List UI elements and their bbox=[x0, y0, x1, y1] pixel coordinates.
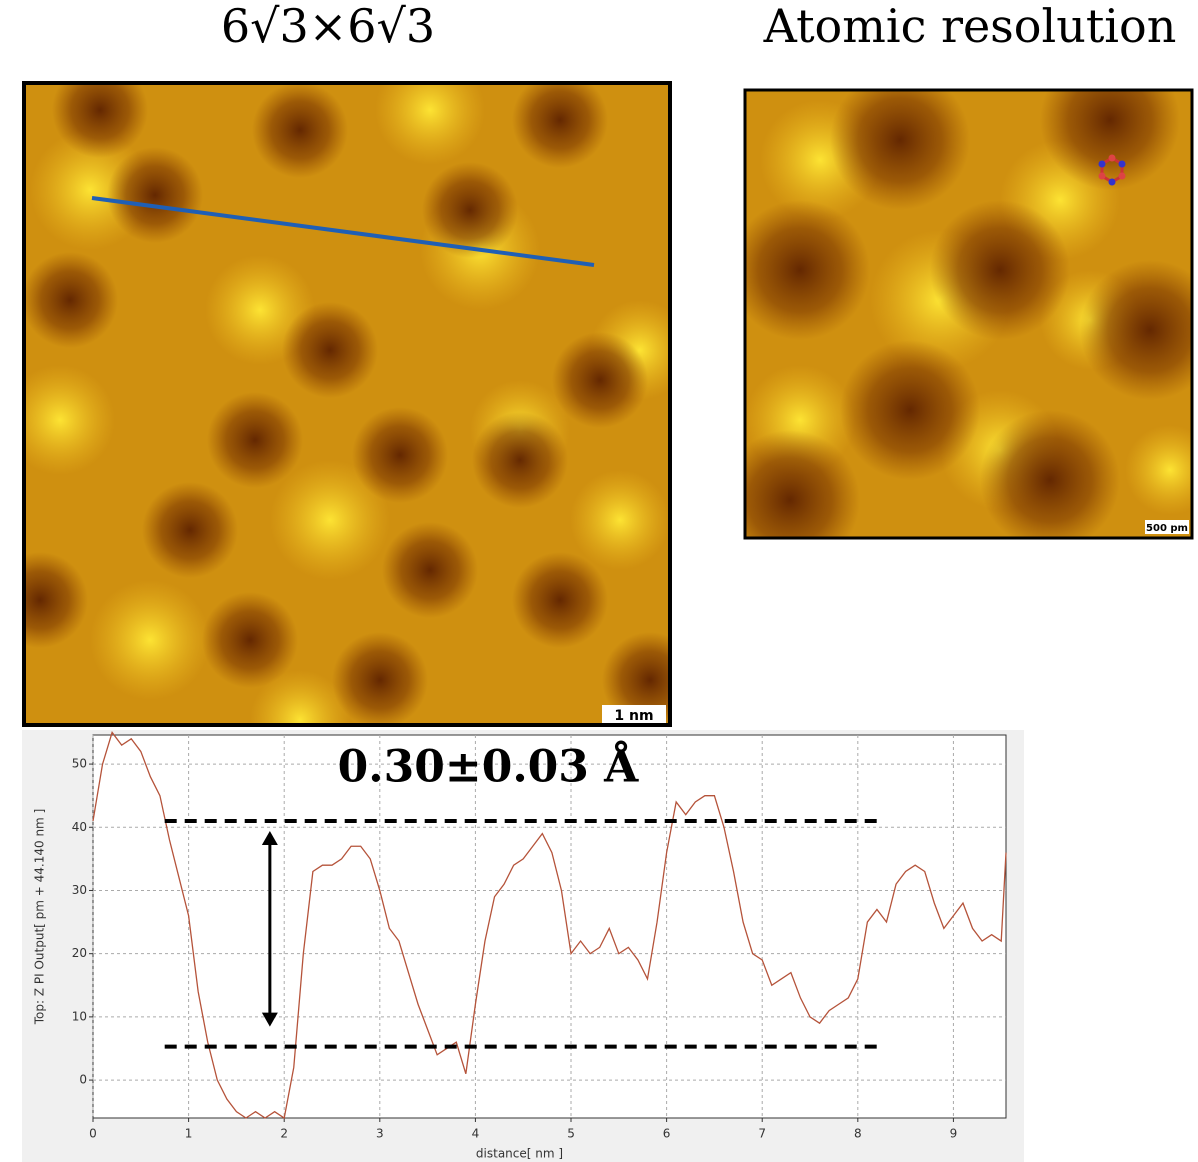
dark-spot bbox=[1040, 90, 1180, 190]
bright-spot bbox=[375, 83, 485, 165]
panel-title: 6√3×6√3 bbox=[221, 0, 435, 53]
dark-spot bbox=[602, 632, 670, 725]
y-tick-label: 30 bbox=[72, 883, 87, 897]
x-axis-label: distance[ nm ] bbox=[476, 1147, 563, 1161]
x-tick-label: 4 bbox=[472, 1127, 480, 1141]
y-tick-label: 20 bbox=[72, 946, 87, 960]
dark-spot bbox=[52, 83, 148, 158]
scale-bar bbox=[1145, 520, 1189, 534]
dark-spot bbox=[1080, 260, 1192, 400]
profile-line bbox=[92, 731, 1007, 1120]
dark-spot bbox=[142, 482, 238, 578]
annotation: 0.30±0.03 Å bbox=[338, 740, 640, 793]
bright-spot bbox=[90, 580, 210, 700]
image-frame bbox=[743, 88, 1194, 540]
y-tick-label: 50 bbox=[72, 757, 87, 771]
x-tick-label: 8 bbox=[854, 1127, 862, 1141]
dark-spot bbox=[980, 410, 1120, 538]
dark-spot bbox=[472, 412, 568, 508]
bright-spot bbox=[270, 460, 390, 580]
dark-spot bbox=[552, 332, 648, 428]
dark-spot bbox=[930, 200, 1070, 340]
y-tick-label: 10 bbox=[72, 1009, 87, 1023]
dark-spot bbox=[282, 302, 378, 398]
molecule-icon bbox=[1098, 154, 1126, 186]
y-axis-label: Top: Z PI Output[ pm + 44.140 nm ] bbox=[33, 809, 47, 1026]
scale-bar bbox=[602, 705, 666, 723]
stm-image bbox=[24, 83, 670, 725]
x-tick-label: 6 bbox=[663, 1127, 671, 1141]
x-tick-label: 9 bbox=[950, 1127, 958, 1141]
dark-spot bbox=[107, 147, 203, 243]
dark-spot bbox=[202, 592, 298, 688]
dark-spot bbox=[24, 552, 88, 648]
scale-bar-label: 1 nm bbox=[614, 708, 653, 724]
x-tick-label: 3 bbox=[376, 1127, 384, 1141]
dark-spot bbox=[352, 407, 448, 503]
dark-spot bbox=[512, 552, 608, 648]
bright-spot bbox=[1125, 425, 1192, 515]
arrow-head bbox=[261, 1012, 278, 1027]
dark-spot bbox=[252, 83, 348, 178]
plot-area bbox=[92, 734, 1007, 1119]
profile-line bbox=[91, 196, 595, 267]
bright-spot bbox=[24, 365, 115, 475]
y-tick-label: 0 bbox=[79, 1073, 87, 1087]
dark-spot bbox=[840, 340, 980, 480]
bright-spot bbox=[570, 470, 670, 570]
dark-spot bbox=[512, 83, 608, 168]
x-tick-label: 2 bbox=[280, 1127, 288, 1141]
dark-spot bbox=[745, 200, 870, 340]
panel-title: Atomic resolution bbox=[763, 0, 1177, 53]
image-frame bbox=[22, 81, 672, 727]
stm-image bbox=[745, 90, 1192, 538]
bright-spot bbox=[250, 670, 350, 725]
dark-spot bbox=[422, 162, 518, 258]
x-tick-label: 1 bbox=[185, 1127, 193, 1141]
dark-spot bbox=[24, 252, 118, 348]
chart: 0 1 2 3 4 5 6 7 8 9 0 10 20 30 40 50 distance[ nm ] Top: … bbox=[33, 731, 1007, 1161]
arrow-head bbox=[261, 830, 278, 845]
dark-spot bbox=[332, 632, 428, 725]
x-tick-label: 7 bbox=[758, 1127, 766, 1141]
dark-spot bbox=[830, 90, 970, 210]
dark-spot bbox=[207, 392, 303, 488]
y-tick-label: 40 bbox=[72, 820, 87, 834]
x-tick-label: 0 bbox=[89, 1127, 97, 1141]
dark-spot bbox=[382, 522, 478, 618]
x-tick-label: 5 bbox=[567, 1127, 575, 1141]
dark-spot bbox=[745, 430, 860, 538]
scale-bar-label: 500 pm bbox=[1146, 523, 1188, 534]
